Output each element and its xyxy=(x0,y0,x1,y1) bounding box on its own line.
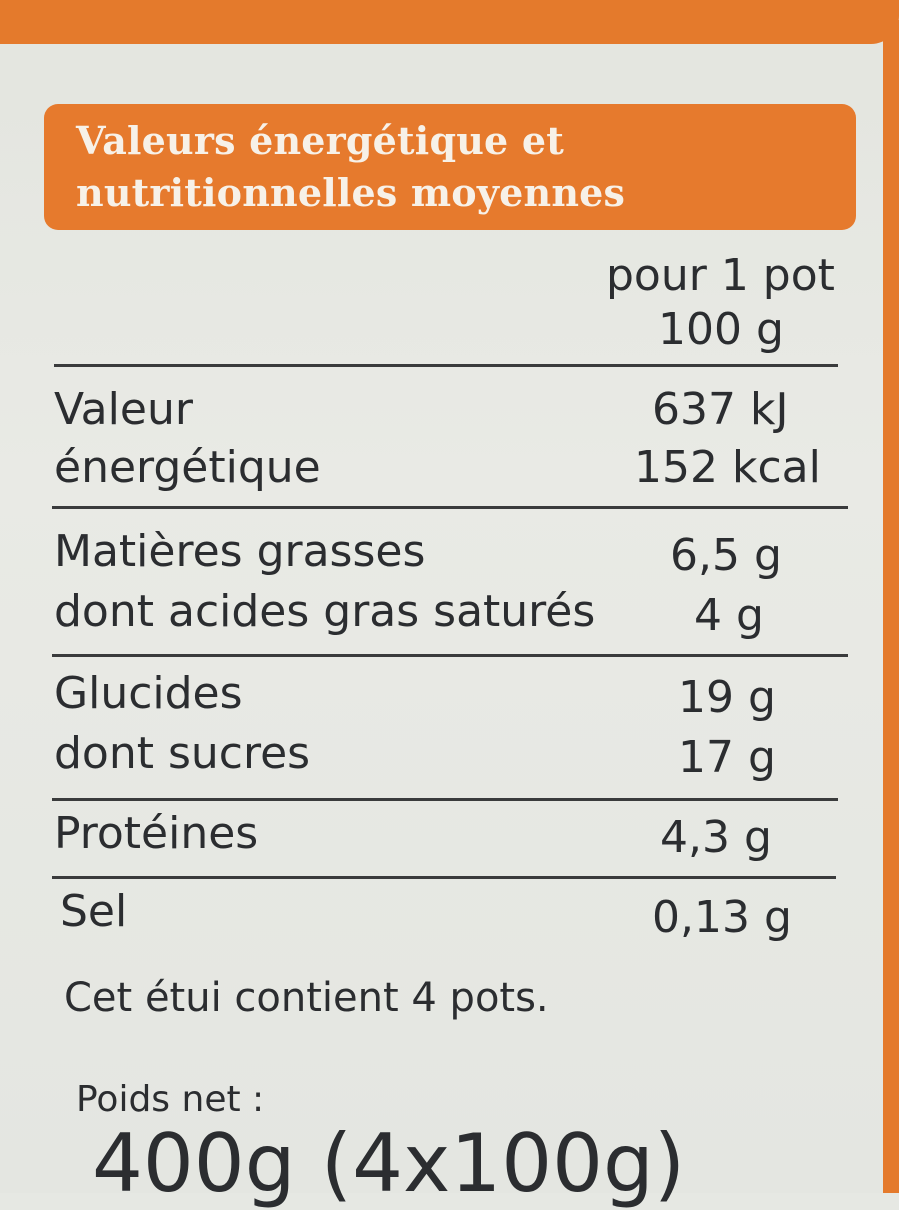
fat-value: 6,5 g xyxy=(670,530,782,581)
fat-label: Matières grasses xyxy=(54,526,426,577)
column-header-line1: pour 1 pot xyxy=(606,250,835,301)
table-rule xyxy=(52,654,848,657)
energy-label-line2: énergétique xyxy=(54,442,321,493)
package-contents-note: Cet étui contient 4 pots. xyxy=(64,975,549,1021)
sugars-value: 17 g xyxy=(678,732,776,783)
net-weight-value: 400g (4x100g) xyxy=(92,1117,686,1210)
protein-label: Protéines xyxy=(54,808,259,859)
table-rule xyxy=(52,876,836,879)
protein-value: 4,3 g xyxy=(660,812,772,863)
sugars-label: dont sucres xyxy=(54,728,311,779)
net-weight-label: Poids net : xyxy=(76,1079,265,1120)
energy-label-line1: Valeur xyxy=(54,384,193,435)
energy-value-kj: 637 kJ xyxy=(652,384,789,435)
table-rule xyxy=(54,364,838,367)
right-orange-band xyxy=(883,20,899,1193)
saturated-fat-label: dont acides gras saturés xyxy=(54,586,596,637)
nutrition-title-line1: Valeurs énergétique et xyxy=(76,118,564,163)
table-rule xyxy=(52,506,848,509)
carbs-value: 19 g xyxy=(678,672,776,723)
energy-value-kcal: 152 kcal xyxy=(634,442,821,493)
salt-value: 0,13 g xyxy=(652,892,792,943)
salt-label: Sel xyxy=(60,886,128,937)
table-rule xyxy=(52,798,838,801)
carbs-label: Glucides xyxy=(54,668,243,719)
saturated-fat-value: 4 g xyxy=(694,590,764,641)
top-orange-band xyxy=(0,0,899,44)
nutrition-header-band xyxy=(44,104,856,230)
nutrition-title-line2: nutritionnelles moyennes xyxy=(76,170,626,215)
column-header-line2: 100 g xyxy=(658,304,784,355)
